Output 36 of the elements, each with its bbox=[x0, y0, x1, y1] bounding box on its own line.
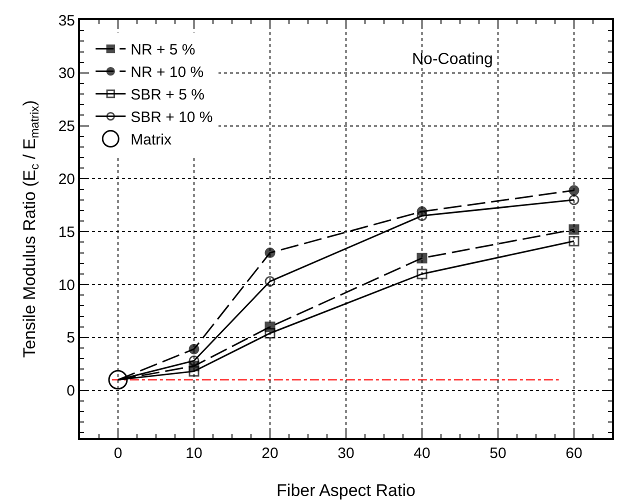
x-tick-label: 40 bbox=[414, 445, 430, 462]
point bbox=[416, 252, 428, 264]
y-tick-label: 25 bbox=[58, 118, 75, 136]
y-tick-label: 5 bbox=[66, 330, 75, 347]
legend-label: Matrix bbox=[130, 132, 172, 149]
point bbox=[416, 268, 428, 280]
point bbox=[188, 344, 200, 354]
point bbox=[264, 276, 276, 287]
legend-label: NR + 5 % bbox=[130, 42, 196, 59]
point bbox=[188, 366, 200, 377]
legend-label: SBR + 10 % bbox=[130, 109, 213, 126]
point bbox=[188, 356, 200, 366]
point bbox=[108, 370, 128, 390]
point bbox=[568, 236, 580, 246]
legend-label: SBR + 5 % bbox=[130, 86, 204, 104]
y-tick-label: 20 bbox=[58, 170, 75, 188]
point bbox=[568, 224, 580, 235]
x-tick-label: 30 bbox=[338, 445, 354, 462]
point bbox=[568, 194, 580, 206]
legend-label: NR + 10 % bbox=[130, 64, 204, 82]
y-tick-label: 35 bbox=[58, 12, 75, 30]
point bbox=[568, 185, 580, 196]
y-tick-label: 0 bbox=[66, 382, 75, 400]
y-tick-label: 30 bbox=[58, 65, 75, 82]
annotation: No-Coating bbox=[412, 51, 493, 68]
y-tick-label: 15 bbox=[58, 224, 75, 241]
x-axis-title: Fiber Aspect Ratio bbox=[276, 481, 416, 500]
point bbox=[264, 328, 276, 338]
x-tick-label: 10 bbox=[186, 445, 202, 462]
y-tick-label: 10 bbox=[58, 276, 75, 294]
x-tick-label: 60 bbox=[566, 445, 582, 462]
x-tick-label: 50 bbox=[490, 445, 506, 462]
x-tick-label: 0 bbox=[114, 445, 122, 462]
point bbox=[416, 210, 428, 222]
x-tick-label: 20 bbox=[262, 445, 278, 462]
point bbox=[264, 248, 276, 258]
